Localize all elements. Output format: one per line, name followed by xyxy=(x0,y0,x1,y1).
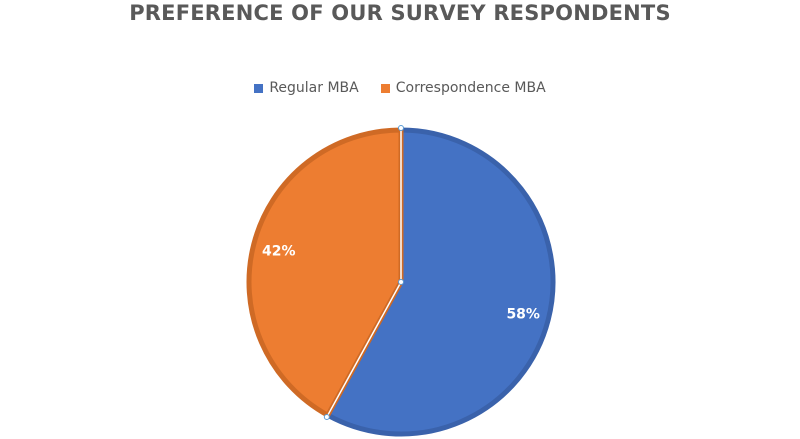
legend: Regular MBA Correspondence MBA xyxy=(0,80,800,96)
data-label-correspondence-mba: 42% xyxy=(262,244,296,260)
legend-label-regular-mba: Regular MBA xyxy=(269,80,359,96)
selection-handle[interactable] xyxy=(323,413,330,420)
legend-item-correspondence-mba: Correspondence MBA xyxy=(380,80,546,96)
selection-handle[interactable] xyxy=(398,279,404,285)
selection-handle[interactable] xyxy=(398,125,404,131)
data-label-regular-mba: 58% xyxy=(506,306,540,322)
legend-swatch-correspondence-mba xyxy=(380,83,390,93)
legend-label-correspondence-mba: Correspondence MBA xyxy=(395,80,546,96)
slice-separator xyxy=(327,281,402,416)
pie-slice-regular-mba xyxy=(325,127,556,437)
pie-slice-correspondence-mba xyxy=(246,127,404,418)
legend-swatch-regular-mba xyxy=(254,83,264,93)
legend-item-regular-mba: Regular MBA xyxy=(254,80,359,96)
chart-title: PREFERENCE OF OUR SURVEY RESPONDENTS xyxy=(129,1,671,25)
